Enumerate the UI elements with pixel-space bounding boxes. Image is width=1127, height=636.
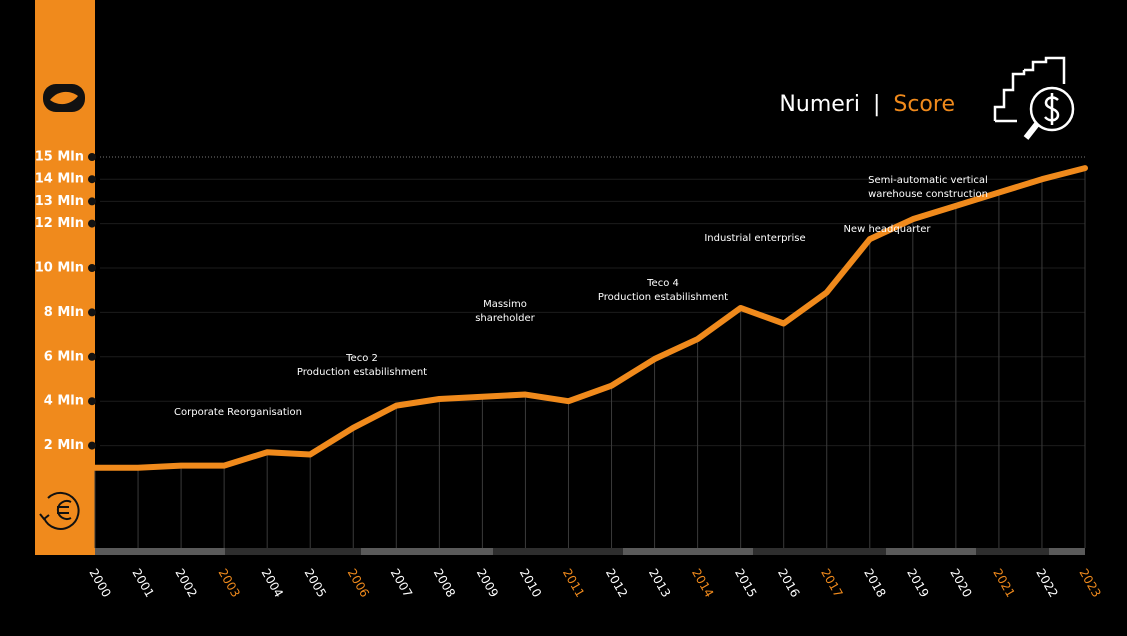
y-tick-dot — [88, 219, 96, 228]
logo — [43, 84, 85, 112]
annotation: Industrial enterprise — [704, 233, 805, 244]
annotation: shareholder — [475, 313, 535, 324]
sidebar — [35, 0, 95, 555]
annotation: Semi-automatic vertical — [868, 175, 988, 186]
annotation: Teco 2 — [345, 353, 378, 364]
score-line — [92, 165, 1088, 471]
title-separator: | — [873, 92, 880, 117]
annotation: Production estabilishment — [297, 367, 427, 378]
y-tick-label: 8 Mln — [44, 305, 84, 320]
annotation: Production estabilishment — [598, 292, 728, 303]
y-tick-label: 12 Mln — [35, 216, 84, 231]
y-tick-dot — [88, 153, 96, 161]
y-tick-dot — [88, 197, 96, 206]
y-tick-label: 4 Mln — [44, 394, 84, 409]
annotation: Corporate Reorganisation — [174, 407, 302, 418]
y-tick-dot — [88, 175, 96, 184]
annotation: New headquarter — [843, 224, 931, 235]
annotation: Massimo — [483, 299, 527, 310]
y-tick-dot — [88, 397, 96, 406]
time-strip — [95, 548, 1085, 555]
y-tick-dot — [88, 441, 96, 450]
annotation: Teco 4 — [646, 278, 679, 289]
annotation: warehouse construction — [868, 189, 988, 200]
y-tick-dot — [88, 264, 96, 272]
y-tick-dot — [88, 352, 96, 361]
title-accent: Score — [893, 92, 955, 117]
y-tick-label: 13 Mln — [35, 194, 84, 209]
y-tick-label: 15 Mln — [35, 150, 84, 165]
y-tick-dot — [88, 308, 96, 317]
euro-icon — [39, 491, 80, 530]
title-main: Numeri — [779, 92, 860, 117]
score-icon — [993, 56, 1075, 140]
y-tick-label: 6 Mln — [44, 349, 84, 364]
y-tick-label: 14 Mln — [35, 172, 84, 187]
y-tick-label: 10 Mln — [35, 261, 84, 276]
chart-title: Numeri | Score — [779, 92, 955, 117]
y-tick-label: 2 Mln — [44, 438, 84, 453]
